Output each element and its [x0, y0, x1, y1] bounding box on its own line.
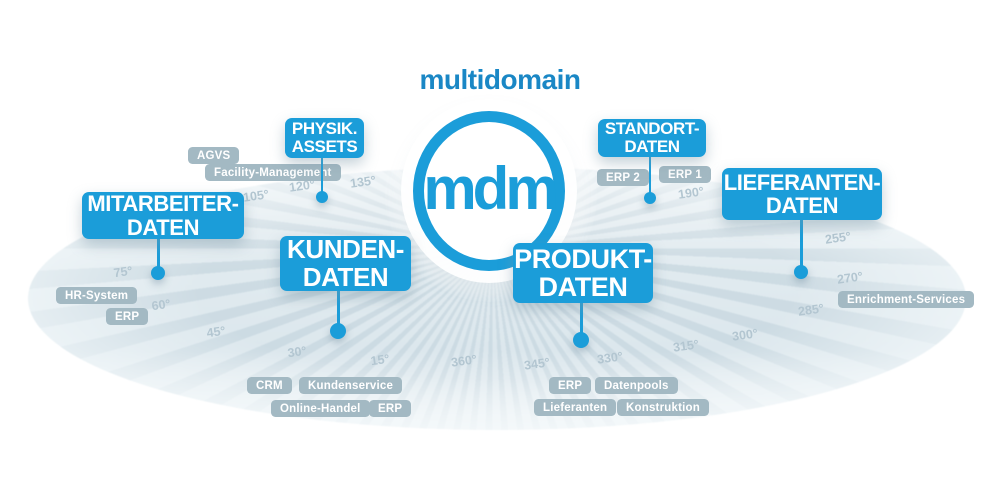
domain-box-label-line: PHYSIK. — [291, 119, 358, 139]
angle-label: 15° — [369, 351, 391, 369]
domain-box-produkt-daten: PRODUKT- DATEN — [513, 243, 653, 303]
domain-box-label-line: ASSETS — [291, 137, 358, 156]
connector-dot-produkt-daten — [573, 332, 589, 348]
connector-line-produkt-daten — [579, 299, 583, 340]
system-tag: CRM — [247, 377, 292, 394]
domain-box-label-line: KUNDEN- — [286, 234, 405, 265]
system-tag: Kundenservice — [299, 377, 403, 394]
domain-box-label-line: DATEN — [302, 261, 389, 292]
connector-dot-standort-daten — [644, 192, 656, 204]
mdm-logo-text: mdm — [423, 154, 558, 222]
connector-line-kunden-daten — [336, 287, 340, 331]
domain-box-label-line: PRODUKT- — [514, 243, 652, 274]
page-title: multidomain — [419, 64, 581, 95]
system-tag: ERP — [549, 377, 592, 394]
system-tag: AGVS — [188, 147, 240, 164]
connector-dot-kunden-daten — [330, 323, 346, 339]
domain-box-label-line: MITARBEITER- — [87, 191, 239, 217]
system-tag: ERP — [106, 308, 149, 325]
connector-dot-physische-assets — [316, 191, 328, 203]
connector-dot-lieferanten-daten — [794, 265, 808, 279]
angle-label: 60° — [150, 296, 172, 314]
system-tag: Lieferanten — [534, 399, 617, 416]
system-tag: Datenpools — [595, 377, 678, 394]
domain-box-label-line: DATEN — [765, 193, 839, 218]
angle-label: 75° — [112, 263, 134, 281]
system-tag: ERP — [369, 400, 412, 417]
system-tag: Enrichment-Services — [838, 291, 975, 308]
connector-line-physische-assets — [321, 154, 323, 197]
connector-line-mitarbeiter-daten — [156, 235, 160, 273]
system-tag: ERP 2 — [597, 169, 650, 186]
domain-box-label-line: STANDORT- — [604, 119, 700, 139]
system-tag: ERP 1 — [659, 166, 712, 183]
angle-label: 30° — [286, 343, 308, 361]
domain-box-lieferanten-daten: LIEFERANTEN- DATEN — [722, 168, 882, 220]
domain-box-physische-assets: PHYSIK. ASSETS — [285, 118, 364, 158]
system-tag: HR-System — [56, 287, 138, 304]
connector-dot-mitarbeiter-daten — [151, 266, 165, 280]
domain-box-label-line: DATEN — [126, 214, 200, 240]
domain-box-mitarbeiter-daten: MITARBEITER- DATEN — [82, 192, 244, 239]
domain-box-standort-daten: STANDORT- DATEN — [598, 119, 706, 157]
domain-box-label-line: DATEN — [538, 272, 628, 302]
system-tag: Facility-Management — [205, 164, 341, 181]
domain-box-label-line: DATEN — [624, 137, 680, 156]
system-tag: Konstruktion — [617, 399, 709, 416]
domain-box-kunden-daten: KUNDEN- DATEN — [280, 234, 411, 292]
connector-line-lieferanten-daten — [799, 216, 803, 272]
angle-label: 45° — [205, 323, 227, 341]
system-tag: Online-Handel — [271, 400, 370, 417]
connector-line-standort-daten — [649, 153, 651, 198]
domain-box-label-line: LIEFERANTEN- — [723, 169, 881, 195]
